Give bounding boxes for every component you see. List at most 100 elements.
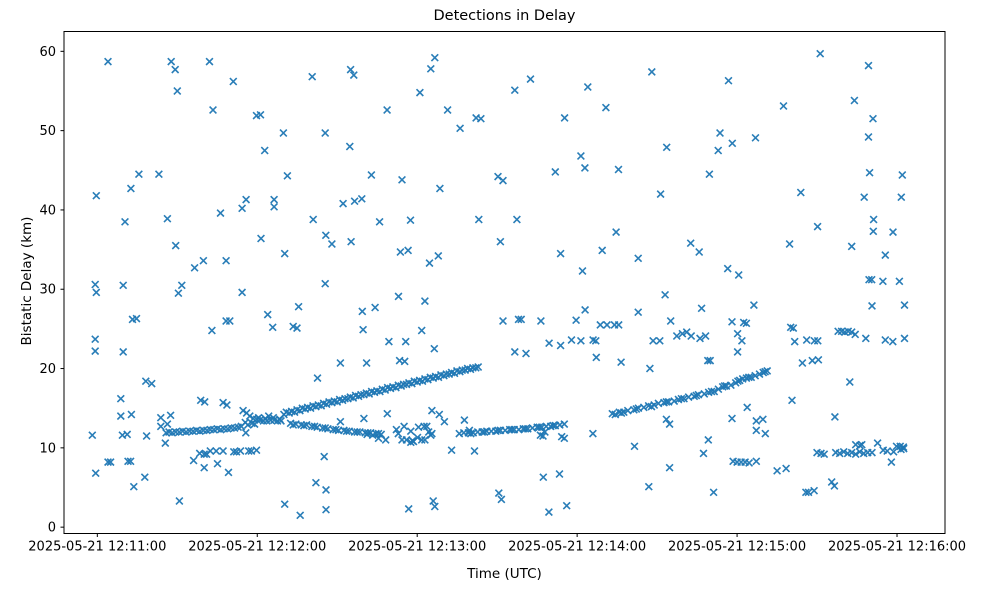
- data-point-x-marker: [359, 325, 368, 334]
- data-point-x-marker: [123, 430, 132, 439]
- data-point-x-marker: [700, 389, 709, 398]
- data-point-x-marker: [707, 387, 716, 396]
- data-point-x-marker: [865, 275, 873, 284]
- data-point-x-marker: [670, 397, 679, 406]
- data-point-x-marker: [733, 329, 742, 338]
- data-point-x-marker: [199, 256, 208, 265]
- data-point-x-marker: [294, 302, 303, 311]
- data-point-x-marker: [460, 416, 469, 425]
- data-point-x-marker: [456, 124, 465, 133]
- data-point-x-marker: [603, 320, 611, 329]
- data-point-x-marker: [761, 429, 770, 438]
- data-point-x-marker: [166, 411, 175, 420]
- data-point-x-marker: [612, 228, 621, 237]
- data-point-x-marker: [401, 337, 410, 346]
- data-point-x-marker: [897, 193, 906, 202]
- x-axis-label: Time (UTC): [467, 566, 542, 582]
- data-point-x-marker: [623, 406, 632, 415]
- data-point-x-marker: [116, 412, 125, 421]
- data-point-x-marker: [442, 370, 451, 379]
- data-point-x-marker: [345, 142, 354, 151]
- data-point-x-marker: [536, 317, 545, 325]
- data-point-x-marker: [773, 466, 782, 475]
- data-point-x-marker: [121, 217, 129, 226]
- data-point-x-marker: [514, 315, 523, 324]
- data-point-x-marker: [728, 317, 736, 326]
- data-point-x-marker: [510, 347, 519, 356]
- data-point-x-marker: [865, 168, 874, 177]
- data-point-x-marker: [104, 458, 112, 467]
- data-point-x-marker: [200, 463, 209, 472]
- x-tick-label: 2025-05-21 12:15:00: [668, 540, 806, 555]
- data-point-x-marker: [649, 336, 658, 345]
- data-point-x-marker: [124, 457, 132, 466]
- data-point-x-marker: [374, 434, 383, 443]
- data-point-x-marker: [216, 209, 225, 218]
- data-point-x-marker: [368, 431, 377, 440]
- data-point-x-marker: [236, 447, 245, 455]
- y-axis-label: Bistatic Delay (km): [19, 216, 35, 345]
- data-point-x-marker: [714, 146, 723, 155]
- data-point-x-marker: [697, 304, 706, 313]
- data-point-x-marker: [816, 49, 825, 58]
- data-point-x-marker: [820, 450, 829, 459]
- data-point-x-marker: [430, 53, 439, 62]
- data-point-x-marker: [751, 133, 760, 142]
- data-point-x-marker: [728, 139, 737, 148]
- data-point-x-marker: [425, 259, 434, 268]
- data-point-x-marker: [471, 363, 480, 372]
- data-point-x-marker: [256, 110, 265, 119]
- data-point-x-marker: [134, 170, 143, 179]
- data-point-x-marker: [279, 129, 288, 137]
- data-point-x-marker: [662, 397, 671, 406]
- data-point-x-marker: [347, 237, 356, 246]
- data-point-x-marker: [898, 171, 907, 179]
- data-point-x-marker: [728, 414, 736, 423]
- data-point-x-marker: [417, 435, 426, 444]
- data-point-x-marker: [851, 330, 860, 339]
- data-point-x-marker: [845, 378, 854, 386]
- data-point-x-marker: [470, 447, 479, 455]
- data-point-x-marker: [398, 175, 406, 184]
- y-tick-label: 60: [39, 45, 56, 60]
- data-point-x-marker: [430, 502, 439, 511]
- data-point-x-marker: [341, 394, 349, 403]
- data-point-x-marker: [704, 435, 713, 444]
- y-tick-label: 30: [39, 283, 56, 298]
- data-point-x-marker: [790, 337, 799, 346]
- data-point-x-marker: [539, 473, 548, 482]
- data-point-x-marker: [813, 222, 822, 231]
- y-tick-label: 50: [39, 124, 56, 139]
- data-point-x-marker: [677, 394, 686, 403]
- data-point-x-marker: [662, 143, 671, 152]
- data-point-x-marker: [851, 440, 860, 449]
- data-point-x-marker: [394, 429, 403, 438]
- data-point-x-marker: [900, 301, 909, 310]
- data-point-x-marker: [175, 497, 184, 505]
- data-point-x-marker: [91, 335, 100, 344]
- data-point-x-marker: [207, 326, 216, 335]
- data-point-x-marker: [293, 324, 301, 333]
- data-point-x-marker: [359, 414, 368, 423]
- data-point-x-marker: [163, 420, 172, 429]
- data-point-x-marker: [782, 464, 791, 473]
- data-point-x-marker: [560, 420, 569, 429]
- data-point-x-marker: [744, 373, 753, 382]
- data-point-x-marker: [644, 482, 653, 491]
- data-point-x-marker: [665, 420, 674, 429]
- data-point-x-marker: [163, 214, 172, 223]
- data-point-x-marker: [212, 447, 221, 455]
- data-point-x-marker: [270, 202, 279, 211]
- data-point-x-marker: [686, 239, 695, 248]
- data-point-x-marker: [189, 456, 198, 465]
- data-point-x-marker: [752, 426, 761, 435]
- data-point-x-marker: [156, 422, 165, 431]
- data-point-x-marker: [476, 114, 485, 123]
- data-point-x-marker: [785, 240, 794, 248]
- data-point-x-marker: [632, 405, 641, 413]
- data-point-x-marker: [507, 425, 516, 434]
- y-axis-ticks: 0 10 20 30 40 50 60: [39, 45, 64, 536]
- data-point-x-marker: [662, 415, 671, 424]
- data-point-x-marker: [154, 170, 163, 179]
